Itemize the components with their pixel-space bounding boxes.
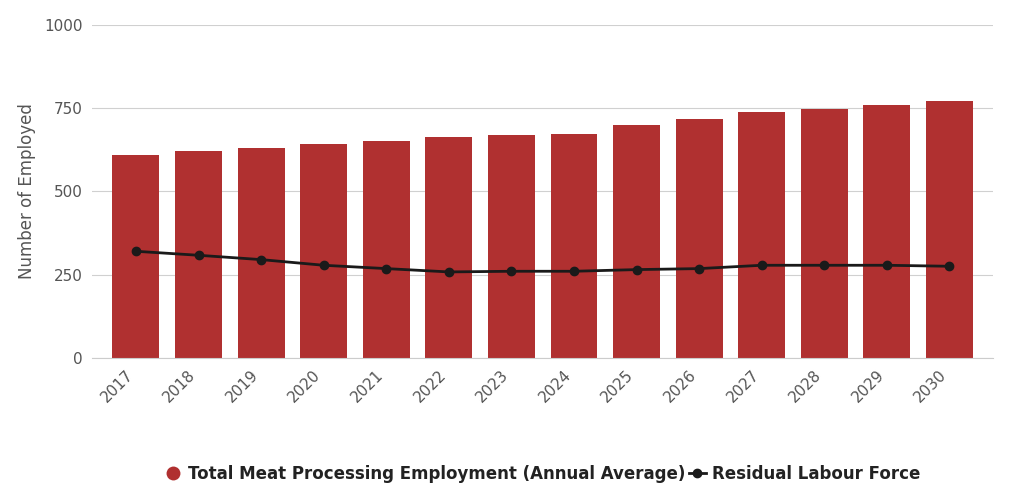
Y-axis label: Number of Employed: Number of Employed	[17, 103, 36, 279]
Bar	[175, 152, 222, 358]
Bar	[238, 148, 285, 358]
Bar	[362, 141, 410, 358]
Bar	[863, 105, 910, 358]
Bar	[738, 112, 785, 358]
Bar	[300, 144, 347, 358]
Legend: Total Meat Processing Employment (Annual Average), Residual Labour Force: Total Meat Processing Employment (Annual…	[158, 458, 928, 490]
Bar	[801, 109, 848, 358]
Bar	[425, 137, 472, 358]
Bar	[551, 134, 597, 358]
Bar	[676, 119, 723, 358]
Bar	[488, 135, 535, 358]
Bar	[113, 155, 160, 358]
Bar	[613, 125, 660, 358]
Bar	[926, 101, 973, 358]
